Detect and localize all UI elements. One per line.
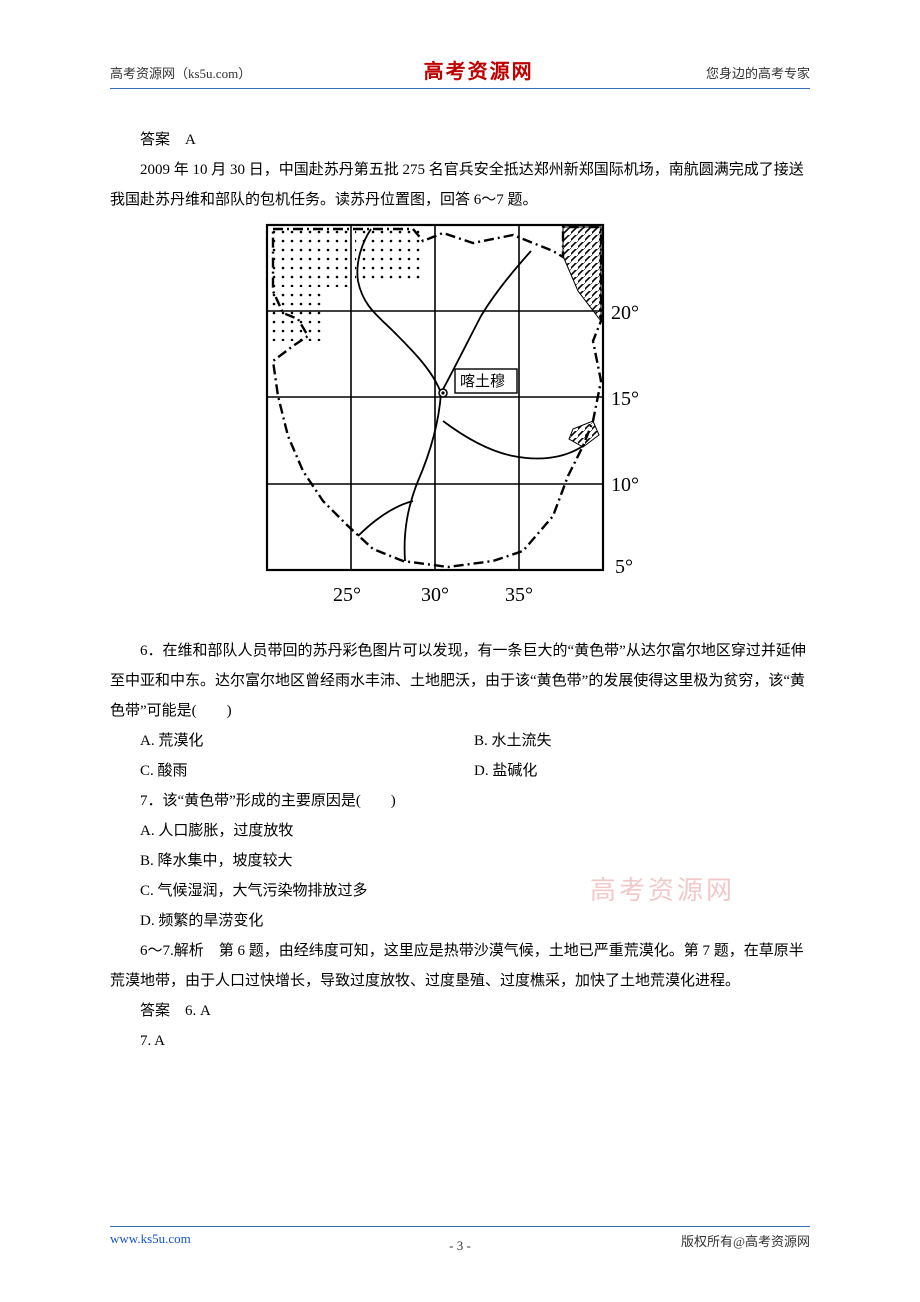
figure-sudan-map: 喀土穆 20° 15° 10° 5° 25° 30° 35° xyxy=(110,221,810,628)
answer-6: 答案 6. A xyxy=(110,996,810,1026)
q7-option-d: D. 频繁的旱涝变化 xyxy=(110,906,810,936)
q6-option-b: B. 水土流失 xyxy=(474,726,810,756)
q6-option-a: A. 荒漠化 xyxy=(110,726,474,756)
q7-option-b: B. 降水集中，坡度较大 xyxy=(110,846,810,876)
answer-7: 7. A xyxy=(110,1026,810,1056)
svg-text:30°: 30° xyxy=(421,584,449,606)
svg-text:15°: 15° xyxy=(611,388,639,410)
page-header: 高考资源网（ks5u.com） 高考资源网 您身边的高考专家 xyxy=(110,55,810,89)
header-title-logo: 高考资源网 xyxy=(424,55,534,84)
q6-option-d: D. 盐碱化 xyxy=(474,756,810,786)
analysis-6-7: 6～7.解析 第 6 题，由经纬度可知，这里应是热带沙漠气候，土地已严重荒漠化。… xyxy=(110,936,810,996)
q6-options-row2: C. 酸雨 D. 盐碱化 xyxy=(110,756,810,786)
svg-text:喀土穆: 喀土穆 xyxy=(460,373,505,390)
q7-option-c: C. 气候湿润，大气污染物排放过多 xyxy=(110,876,810,906)
page-number: - 3 - xyxy=(0,1238,920,1254)
q7-stem: 7．该“黄色带”形成的主要原因是( ) xyxy=(110,786,810,816)
header-left: 高考资源网（ks5u.com） xyxy=(110,63,251,82)
question-intro: 2009 年 10 月 30 日，中国赴苏丹第五批 275 名官兵安全抵达郑州新… xyxy=(110,155,810,215)
map-svg: 喀土穆 20° 15° 10° 5° 25° 30° 35° xyxy=(263,221,658,617)
q6-option-c: C. 酸雨 xyxy=(110,756,474,786)
svg-text:35°: 35° xyxy=(505,584,533,606)
q7-option-a: A. 人口膨胀，过度放牧 xyxy=(110,816,810,846)
header-right: 您身边的高考专家 xyxy=(706,63,810,82)
document-body: 答案 A 2009 年 10 月 30 日，中国赴苏丹第五批 275 名官兵安全… xyxy=(110,125,810,1056)
svg-text:25°: 25° xyxy=(333,584,361,606)
svg-text:20°: 20° xyxy=(611,302,639,324)
svg-text:5°: 5° xyxy=(615,556,633,578)
q6-stem: 6．在维和部队人员带回的苏丹彩色图片可以发现，有一条巨大的“黄色带”从达尔富尔地… xyxy=(110,636,810,726)
svg-text:10°: 10° xyxy=(611,474,639,496)
prev-answer: 答案 A xyxy=(110,125,810,155)
q6-options-row1: A. 荒漠化 B. 水土流失 xyxy=(110,726,810,756)
